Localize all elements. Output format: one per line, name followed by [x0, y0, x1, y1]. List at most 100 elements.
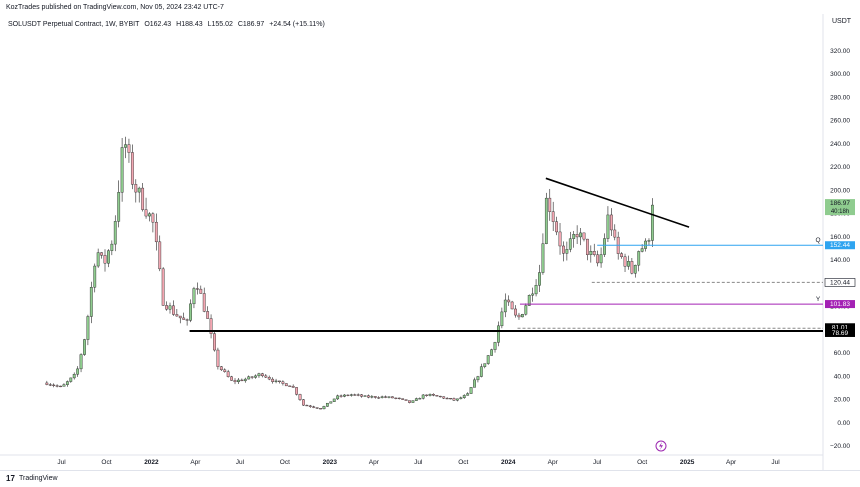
- tradingview-logo-icon: 17: [6, 474, 15, 483]
- candle-body: [192, 288, 196, 305]
- candle-body: [264, 375, 268, 378]
- lightning-icon[interactable]: [655, 440, 667, 452]
- candle: [319, 408, 322, 410]
- candle-body: [411, 400, 415, 403]
- candle: [459, 396, 463, 400]
- candle-body: [158, 241, 162, 270]
- candle: [291, 384, 295, 388]
- candle: [240, 378, 244, 382]
- candle: [343, 394, 346, 398]
- candle: [336, 394, 340, 401]
- candle-body: [650, 204, 654, 241]
- candle-body: [466, 393, 470, 396]
- published-info: KozTrades published on TradingView.com, …: [6, 4, 224, 11]
- candle: [534, 279, 538, 297]
- candle: [151, 212, 155, 233]
- candle: [483, 363, 487, 369]
- candle-body: [585, 238, 589, 255]
- candle-body: [572, 234, 576, 239]
- candle-body: [510, 301, 514, 310]
- candle: [606, 206, 610, 242]
- candle-body: [445, 397, 449, 400]
- candle-body: [226, 371, 230, 377]
- candle-body: [332, 398, 336, 402]
- candle: [363, 395, 367, 397]
- candle-body: [233, 380, 237, 383]
- candle-body: [230, 376, 233, 381]
- candle-body: [397, 397, 401, 400]
- candle-body: [404, 399, 408, 401]
- candle-body: [630, 261, 634, 274]
- candle: [233, 378, 237, 385]
- candle: [544, 192, 548, 245]
- candle-body: [343, 394, 346, 397]
- candle-body: [524, 305, 528, 315]
- candle: [650, 198, 654, 248]
- candle-body: [637, 251, 641, 266]
- price-label-text: 120.44: [830, 279, 850, 286]
- price-tick-label: −20.00: [830, 443, 850, 450]
- candle-body: [473, 379, 476, 388]
- candle-body: [257, 373, 261, 377]
- price-tick-label: 140.00: [830, 257, 850, 264]
- candle: [178, 315, 182, 324]
- candle: [462, 394, 466, 399]
- candle-body: [500, 311, 504, 327]
- candle: [445, 397, 449, 400]
- price-tick-label: 20.00: [834, 397, 851, 404]
- candle: [93, 263, 97, 293]
- candle: [182, 312, 186, 320]
- candle: [442, 396, 446, 400]
- candle-body: [353, 394, 357, 396]
- candle: [589, 245, 593, 263]
- candle: [325, 402, 329, 407]
- candle-body: [589, 251, 593, 255]
- candle-body: [144, 209, 148, 217]
- candle-body: [250, 376, 254, 378]
- candle-body: [65, 381, 69, 385]
- candle-body: [120, 147, 124, 193]
- time-tick-label: Jul: [593, 459, 602, 466]
- candle-body: [185, 319, 189, 321]
- candle-body: [548, 197, 552, 212]
- candle-body: [609, 214, 613, 231]
- candle-body: [377, 397, 381, 399]
- time-tick-label: 2023: [323, 459, 338, 466]
- candle: [404, 399, 408, 401]
- time-tick-label: Oct: [637, 459, 647, 466]
- candle: [510, 300, 514, 310]
- symbol-name[interactable]: SOLUSDT Perpetual Contract, 1W, BYBIT: [8, 21, 140, 28]
- candle-body: [213, 333, 216, 351]
- candle-body: [168, 305, 172, 310]
- candle: [192, 286, 196, 309]
- candle: [637, 250, 641, 272]
- candle-body: [428, 394, 432, 396]
- candle-body: [322, 406, 326, 410]
- candle-body: [613, 229, 617, 238]
- candle: [107, 249, 110, 268]
- price-chart[interactable]: 320.00 300.00 280.00 260.00 240.00 220.00 200.…: [0, 0, 860, 470]
- candle-body: [360, 394, 363, 397]
- candle: [281, 380, 285, 386]
- candle: [264, 373, 268, 378]
- candle-body: [189, 303, 192, 321]
- candle-body: [390, 396, 394, 399]
- candle-body: [124, 144, 127, 148]
- time-tick-label: Apr: [548, 459, 559, 466]
- candle: [432, 393, 435, 397]
- candle-body: [408, 400, 411, 403]
- header-bar: KozTrades published on TradingView.com, …: [0, 0, 860, 18]
- candle: [497, 321, 500, 347]
- candle-body: [199, 288, 203, 294]
- footer-bar: 17 TradingView: [0, 470, 860, 487]
- candle: [89, 281, 93, 324]
- candle-body: [579, 232, 582, 238]
- candle: [113, 215, 117, 252]
- candle: [397, 397, 401, 400]
- candle: [517, 312, 521, 320]
- candle-body: [284, 383, 288, 387]
- candle-body: [520, 314, 524, 318]
- candle: [575, 225, 579, 244]
- candle: [175, 309, 179, 317]
- candle-body: [558, 231, 562, 247]
